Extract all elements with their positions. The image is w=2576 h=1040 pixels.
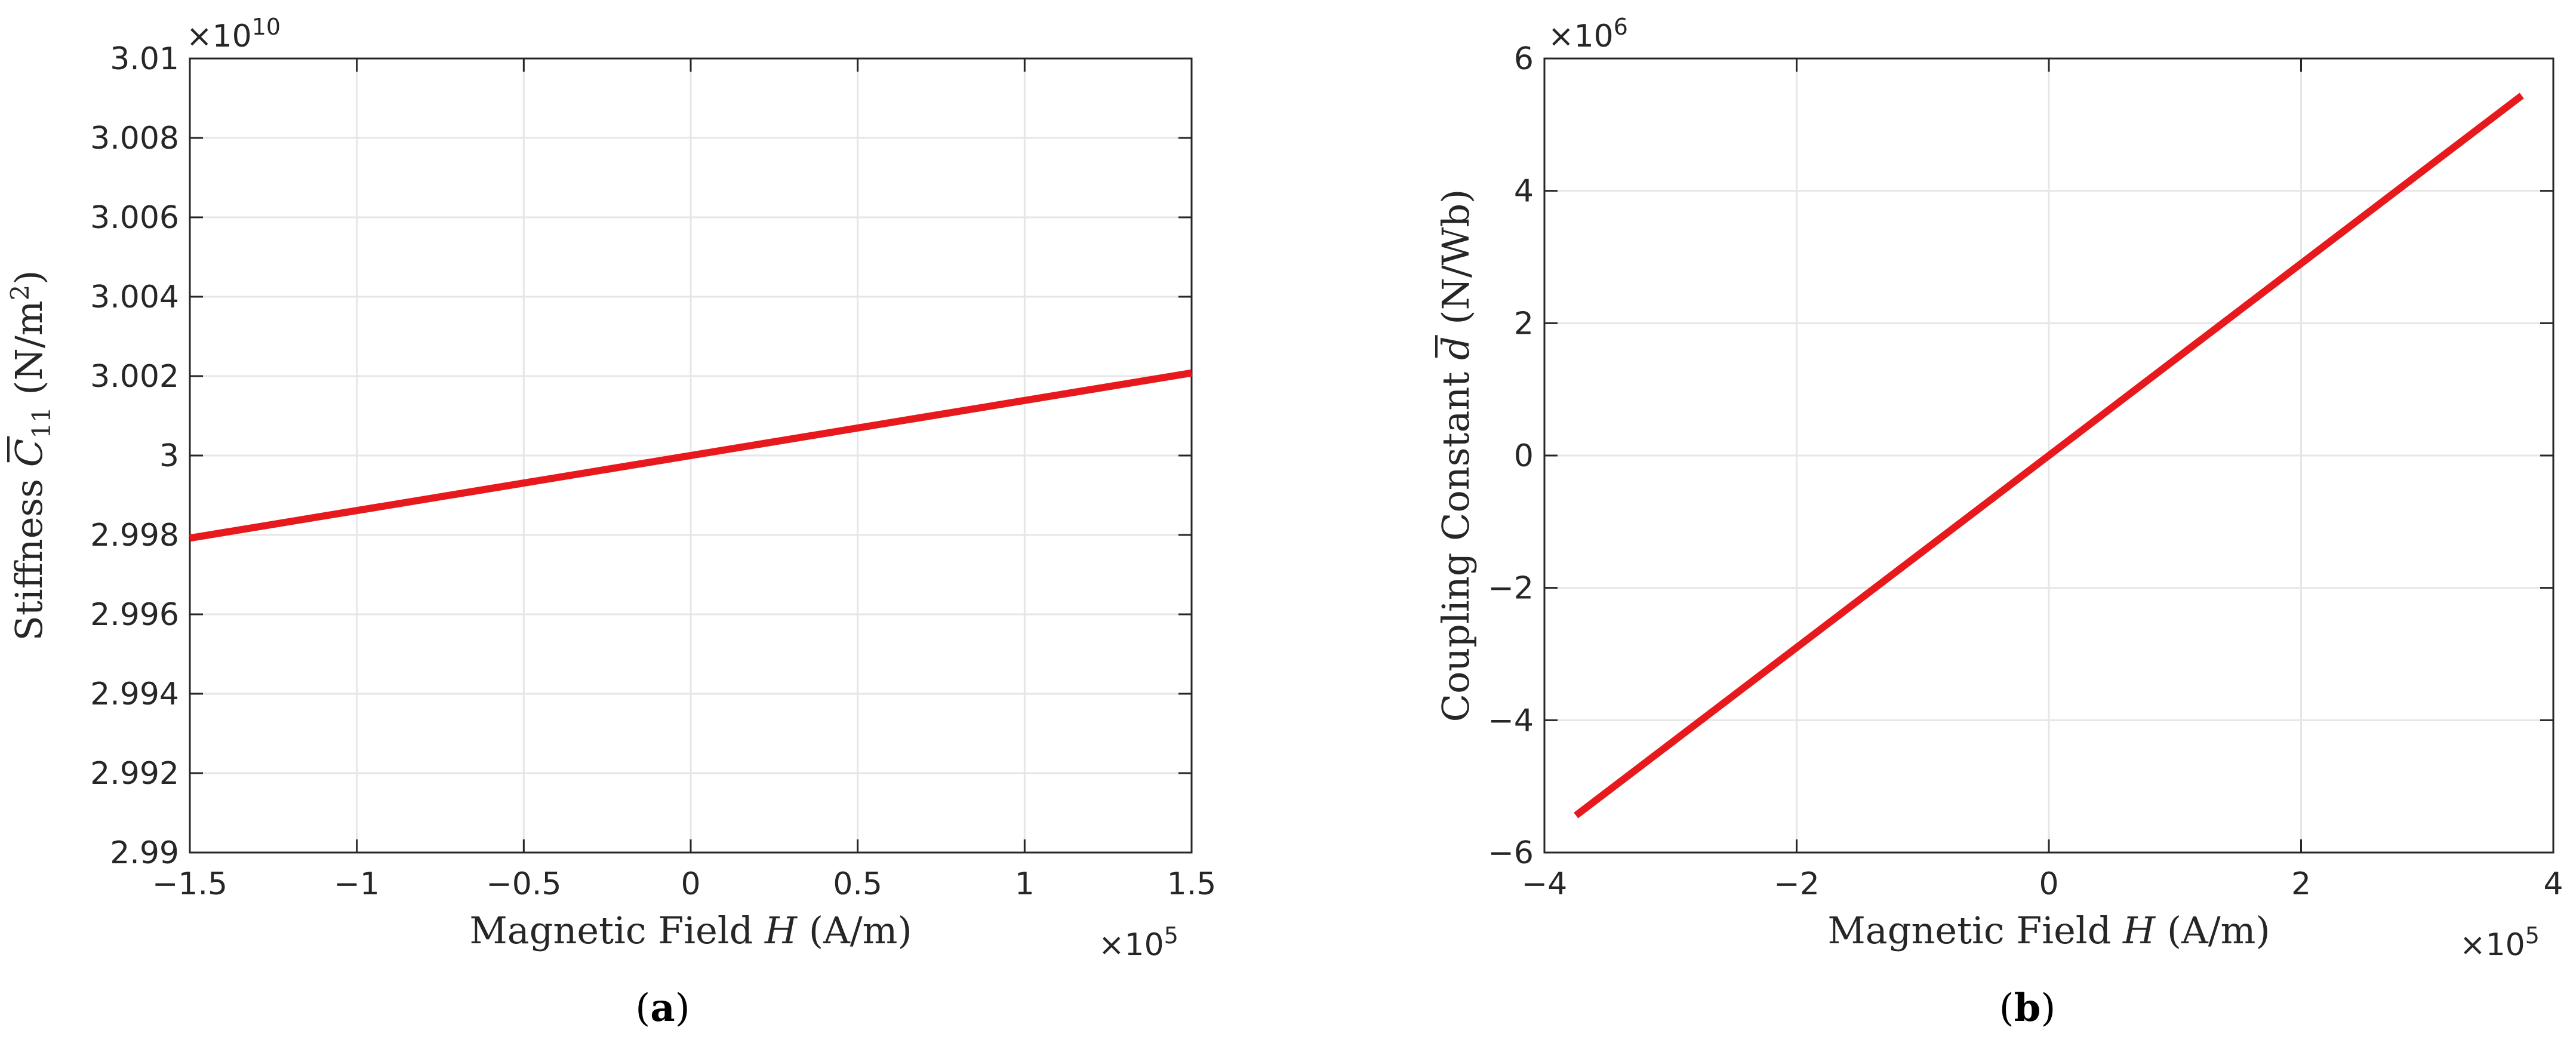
y-tick-label: 4 [1514,174,1534,210]
y-tick-label: 3.004 [90,279,179,315]
series-line-d [1574,93,2524,819]
y-axis-label-a: Stiffness C11 (N/m2) [5,270,56,641]
y-tick-label: 2.99 [110,835,179,871]
ticks-a: −1.5 −1 −0.5 0 0.5 1 1.5 2.99 2.992 2.994 2.996 2.9… [90,41,1216,902]
y-tick-label: −6 [1488,835,1534,871]
panel-label-b: (b) [1999,986,2056,1030]
y-exponent-b: ×106 [1548,14,1628,54]
x-tick-label: −2 [1774,866,1820,902]
y-tick-label: 2.998 [90,518,179,553]
y-tick-label: −2 [1488,571,1534,607]
y-tick-label: 3.008 [90,121,179,156]
chart-a: −1.5 −1 −0.5 0 0.5 1 1.5 2.99 2.992 2.994 2.996 2.9… [5,14,1216,1030]
panel-label-a: (a) [635,986,690,1030]
x-exponent-a: ×105 [1098,922,1178,963]
y-tick-label: 2 [1514,306,1534,341]
x-tick-label: 1.5 [1167,866,1217,902]
y-tick-label: 3 [159,438,179,474]
x-axis-label-a: Magnetic Field H (A/m) [469,909,912,952]
y-tick-label: 6 [1514,41,1534,77]
series-b [1574,93,2524,819]
y-tick-label: 3.01 [110,41,179,77]
series-line-C11 [189,369,1192,542]
x-tick-label: 0 [681,866,700,902]
x-tick-label: −0.5 [486,866,561,902]
y-exponent-a: ×1010 [186,14,281,54]
y-tick-label: 3.002 [90,359,179,395]
x-tick-label: −1 [334,866,380,902]
x-tick-label: 4 [2543,866,2563,902]
y-tick-label: 0 [1514,438,1534,474]
y-tick-label: 2.996 [90,597,179,633]
x-tick-label: 1 [1015,866,1035,902]
x-tick-label: −4 [1522,866,1568,902]
y-axis-label-b: Coupling Constant d (N/Wb) [1434,189,1478,722]
series-a [189,369,1192,542]
x-exponent-b: ×105 [2460,922,2540,963]
y-tick-label: 2.992 [90,756,179,792]
y-tick-label: 2.994 [90,676,179,712]
y-tick-label: 3.006 [90,200,179,236]
x-axis-label-b: Magnetic Field H (A/m) [1827,909,2270,952]
y-tick-label: −4 [1488,703,1534,739]
x-tick-label: −1.5 [152,866,227,902]
x-tick-label: 0 [2039,866,2058,902]
x-tick-label: 0.5 [833,866,882,902]
x-tick-label: 2 [2291,866,2311,902]
